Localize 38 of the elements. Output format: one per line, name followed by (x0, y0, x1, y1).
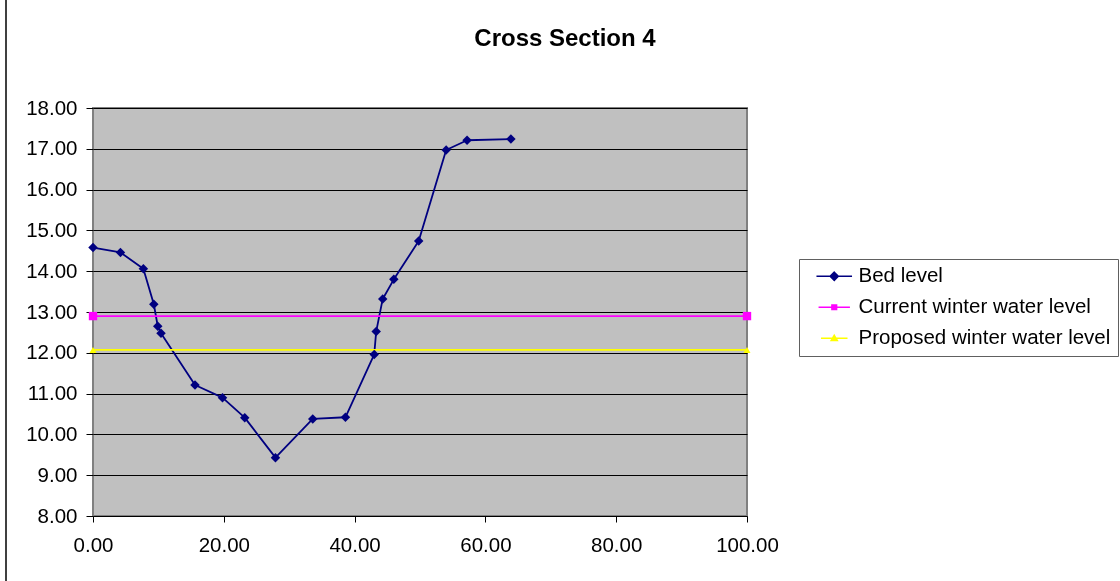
y-tick-label: 16.00 (26, 177, 78, 201)
point (115, 247, 126, 258)
point (377, 294, 388, 304)
y-tick-label: 17.00 (26, 136, 78, 160)
point (371, 326, 381, 337)
point (413, 236, 424, 246)
point (217, 392, 228, 403)
y-tick-label: 18.00 (26, 95, 78, 119)
x-tick-label: 60.00 (460, 532, 512, 556)
y-tick-label: 14.00 (26, 258, 78, 282)
x-tick-label: 100.00 (716, 532, 779, 556)
y-tick-label: 15.00 (26, 217, 78, 241)
y-tick-label: 10.00 (26, 421, 78, 445)
point (270, 452, 281, 463)
x-tick-label: 40.00 (329, 532, 381, 556)
point (138, 264, 149, 274)
point (742, 311, 752, 321)
point (149, 299, 159, 309)
y-tick-label: 13.00 (26, 299, 78, 323)
x-tick-label: 80.00 (591, 532, 643, 556)
y-tick-label: 11.00 (27, 381, 78, 405)
legend-label: Proposed winter water level (858, 325, 1111, 349)
x-tick-label: 20.00 (198, 532, 250, 556)
chart-title: Cross Section 4 (474, 24, 657, 51)
legend-label: Bed level (858, 263, 943, 287)
y-tick-label: 9.00 (37, 462, 78, 486)
point (88, 242, 98, 253)
point (389, 274, 399, 285)
point (340, 412, 351, 423)
point (153, 321, 163, 332)
y-tick-label: 8.00 (37, 503, 78, 527)
point (239, 412, 250, 423)
legend-label: Current winter water level (858, 294, 1091, 318)
point (369, 349, 379, 360)
point (462, 135, 472, 145)
x-tick-label: 0.00 (73, 532, 114, 556)
point (308, 414, 318, 424)
y-tick-label: 12.00 (26, 340, 78, 364)
